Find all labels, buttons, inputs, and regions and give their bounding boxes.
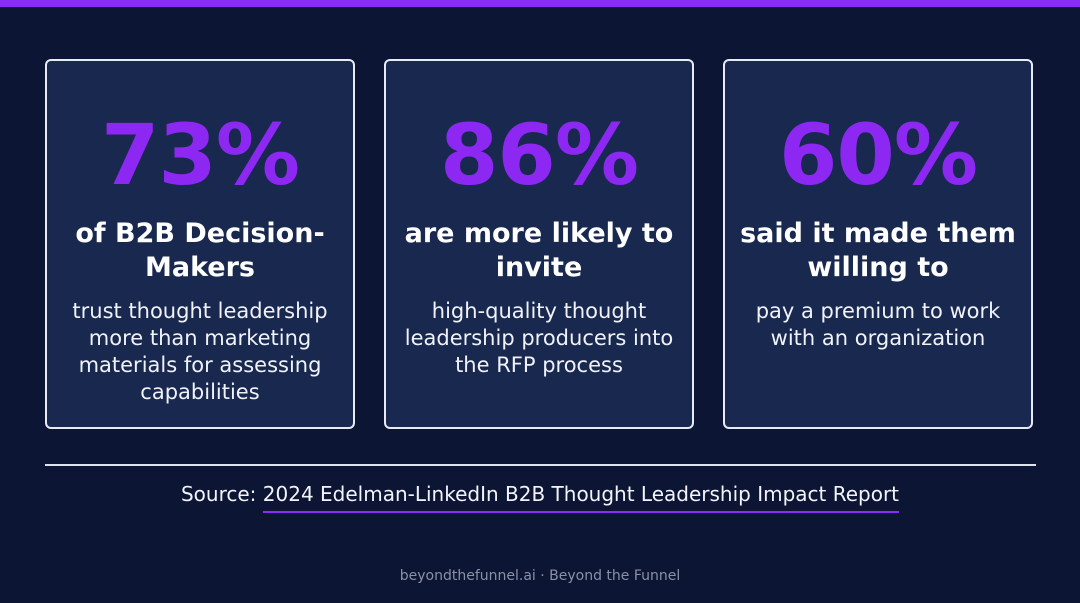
- source-line: Source: 2024 Edelman-LinkedIn B2B Though…: [0, 480, 1080, 513]
- stat-value: 60%: [778, 106, 978, 204]
- top-accent-bar: [0, 0, 1080, 7]
- stat-value: 86%: [439, 106, 639, 204]
- source-label: Source:: [180, 482, 257, 506]
- divider: [45, 464, 1036, 466]
- stat-card-2: 86% are more likely to invite high-quali…: [384, 59, 694, 429]
- source-link[interactable]: 2024 Edelman-LinkedIn B2B Thought Leader…: [262, 480, 900, 513]
- stat-headline: of B2B Decision-Makers: [75, 218, 325, 283]
- stat-card-1: 73% of B2B Decision-Makers trust thought…: [45, 59, 355, 429]
- stat-card-3: 60% said it made them willing to pay a p…: [723, 59, 1033, 429]
- stat-cards: 73% of B2B Decision-Makers trust thought…: [45, 59, 1036, 431]
- footer-credit: beyondthefunnel.ai · Beyond the Funnel: [399, 568, 681, 584]
- stat-headline: are more likely to invite: [404, 218, 674, 283]
- stat-description: pay a premium to work with an organizati…: [755, 299, 1001, 350]
- stat-description: trust thought leadership more than marke…: [72, 299, 328, 404]
- stat-headline: said it made them willing to: [740, 218, 1016, 283]
- stat-value: 73%: [100, 106, 300, 204]
- stat-description: high-quality thought leadership producer…: [404, 299, 674, 377]
